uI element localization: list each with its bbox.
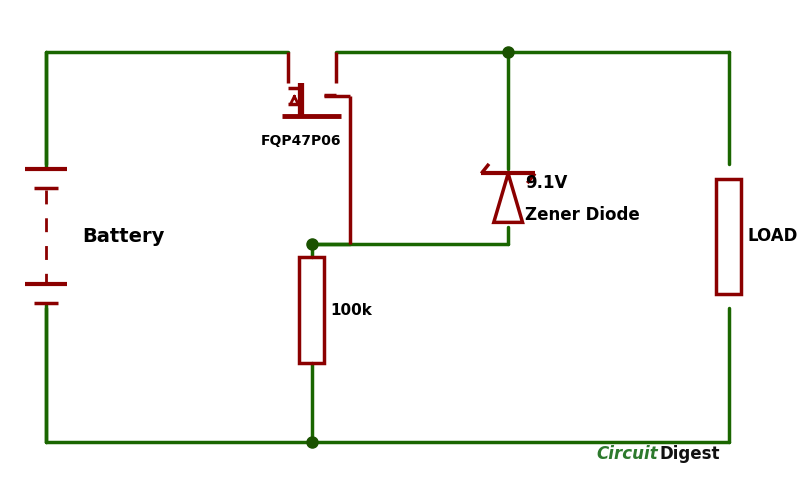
Text: Zener Diode: Zener Diode [526, 206, 640, 224]
Text: Digest: Digest [660, 445, 720, 463]
Text: Circuit: Circuit [596, 445, 658, 463]
Bar [716, 179, 741, 294]
Bar [299, 258, 324, 363]
Text: 9.1V: 9.1V [526, 174, 568, 192]
Text: LOAD: LOAD [748, 227, 798, 245]
Text: 100k: 100k [330, 303, 373, 318]
Text: FQP47P06: FQP47P06 [261, 134, 342, 148]
Text: Battery: Battery [82, 227, 165, 246]
